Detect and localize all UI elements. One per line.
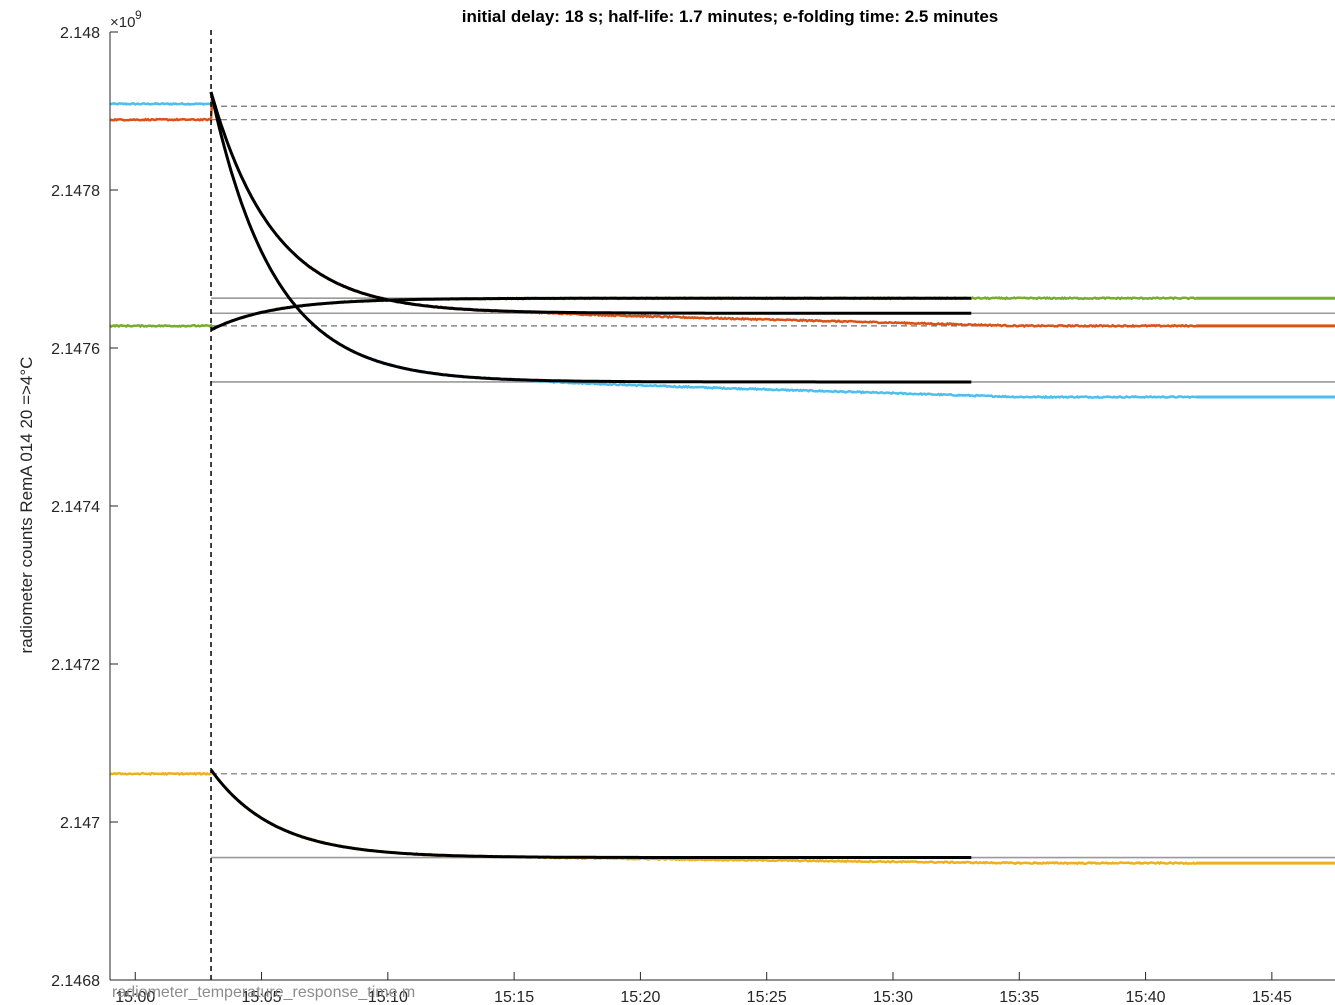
fit-curve: [209, 768, 972, 859]
x-tick-label: 15:10: [368, 989, 408, 1005]
x-tick-label: 15:30: [873, 989, 913, 1005]
y-exponent-base: ×10: [110, 14, 135, 31]
y-axis-ticks: 2.1468 2.147 2.1472 2.1474 2.1476 2.1478 2.148: [51, 25, 118, 990]
y-axis-label: radiometer counts RemA 014 20 =>4°C: [17, 357, 36, 654]
data-series-line: [109, 96, 1197, 329]
x-tick-label: 15:20: [620, 989, 660, 1005]
x-tick-label: 15:25: [747, 989, 787, 1005]
x-tick-label: 15:00: [115, 989, 155, 1005]
chart-title: initial delay: 18 s; half-life: 1.7 minu…: [462, 7, 999, 26]
reference-lines: [211, 105, 1335, 859]
y-tick-label: 2.1472: [51, 657, 100, 674]
fit-curve: [209, 91, 972, 315]
y-tick-label: 2.148: [60, 25, 100, 42]
data-series-line: [109, 769, 1197, 866]
fit-curve: [210, 296, 972, 332]
x-tick-label: 15:45: [1252, 989, 1292, 1005]
axes: [109, 32, 1335, 981]
y-tick-label: 2.1474: [51, 499, 100, 516]
data-series-line: [109, 96, 1197, 400]
x-tick-label: 15:35: [999, 989, 1039, 1005]
fit-curves: [209, 91, 972, 859]
x-tick-label: 15:05: [242, 989, 282, 1005]
data-series: [109, 96, 1335, 866]
y-tick-label: 2.147: [60, 815, 100, 832]
x-axis-ticks: 15:00 15:05 15:10 15:15 15:20 15:25 15:30 15:35…: [115, 972, 1292, 1005]
x-tick-label: 15:40: [1126, 989, 1166, 1005]
footer-filename: radiometer_temperature_response_time.m: [112, 984, 415, 1001]
x-tick-label: 15:15: [494, 989, 534, 1005]
y-tick-label: 2.1478: [51, 183, 100, 200]
y-tick-label: 2.1476: [51, 341, 100, 358]
y-tick-label: 2.1468: [51, 973, 100, 990]
y-exponent-power: 9: [135, 8, 142, 22]
fit-curve: [209, 91, 972, 384]
